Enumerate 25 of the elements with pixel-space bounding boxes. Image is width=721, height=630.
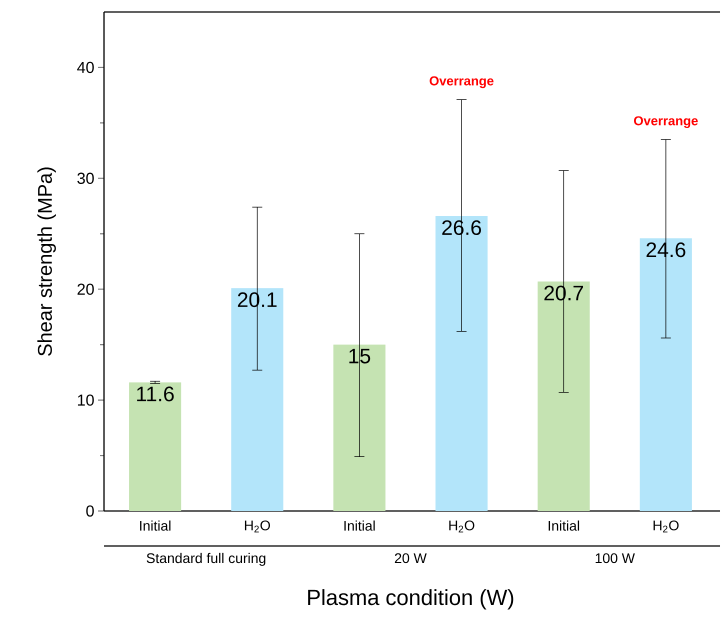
y-tick-label: 40 bbox=[77, 62, 94, 74]
x-tick-label: H$_{2}$O bbox=[654, 520, 679, 532]
text: Standard full curing bbox=[146, 552, 266, 566]
y-axis-title: Shear strength (MPa) bbox=[37, 168, 56, 356]
y-tick-label: 20 bbox=[78, 284, 94, 295]
y-tick-label: 30 bbox=[77, 172, 94, 184]
x-tick-label: Initial bbox=[140, 520, 170, 531]
bar bbox=[538, 281, 590, 511]
x-tick-label: Initial bbox=[548, 520, 580, 531]
x-axis-title: Plasma condition (W) bbox=[308, 589, 514, 610]
bar bbox=[129, 382, 182, 511]
bar bbox=[436, 216, 488, 511]
x-tick-label: Initial bbox=[344, 520, 375, 531]
bar bbox=[640, 238, 692, 511]
x-tick-label: H$_{2}$O bbox=[244, 520, 270, 532]
text: 100 W bbox=[596, 553, 635, 564]
annotation: Overrange bbox=[430, 76, 494, 88]
y-tick-label: 0 bbox=[86, 505, 94, 517]
bar bbox=[333, 344, 386, 511]
x-tick-label: H$_{2}$O bbox=[449, 520, 474, 532]
bar bbox=[231, 288, 284, 511]
data-label: 11.6 bbox=[137, 386, 174, 402]
y-tick-label: 10 bbox=[78, 394, 94, 406]
annotation: Overrange bbox=[634, 116, 698, 128]
text: 20 W bbox=[394, 553, 427, 564]
